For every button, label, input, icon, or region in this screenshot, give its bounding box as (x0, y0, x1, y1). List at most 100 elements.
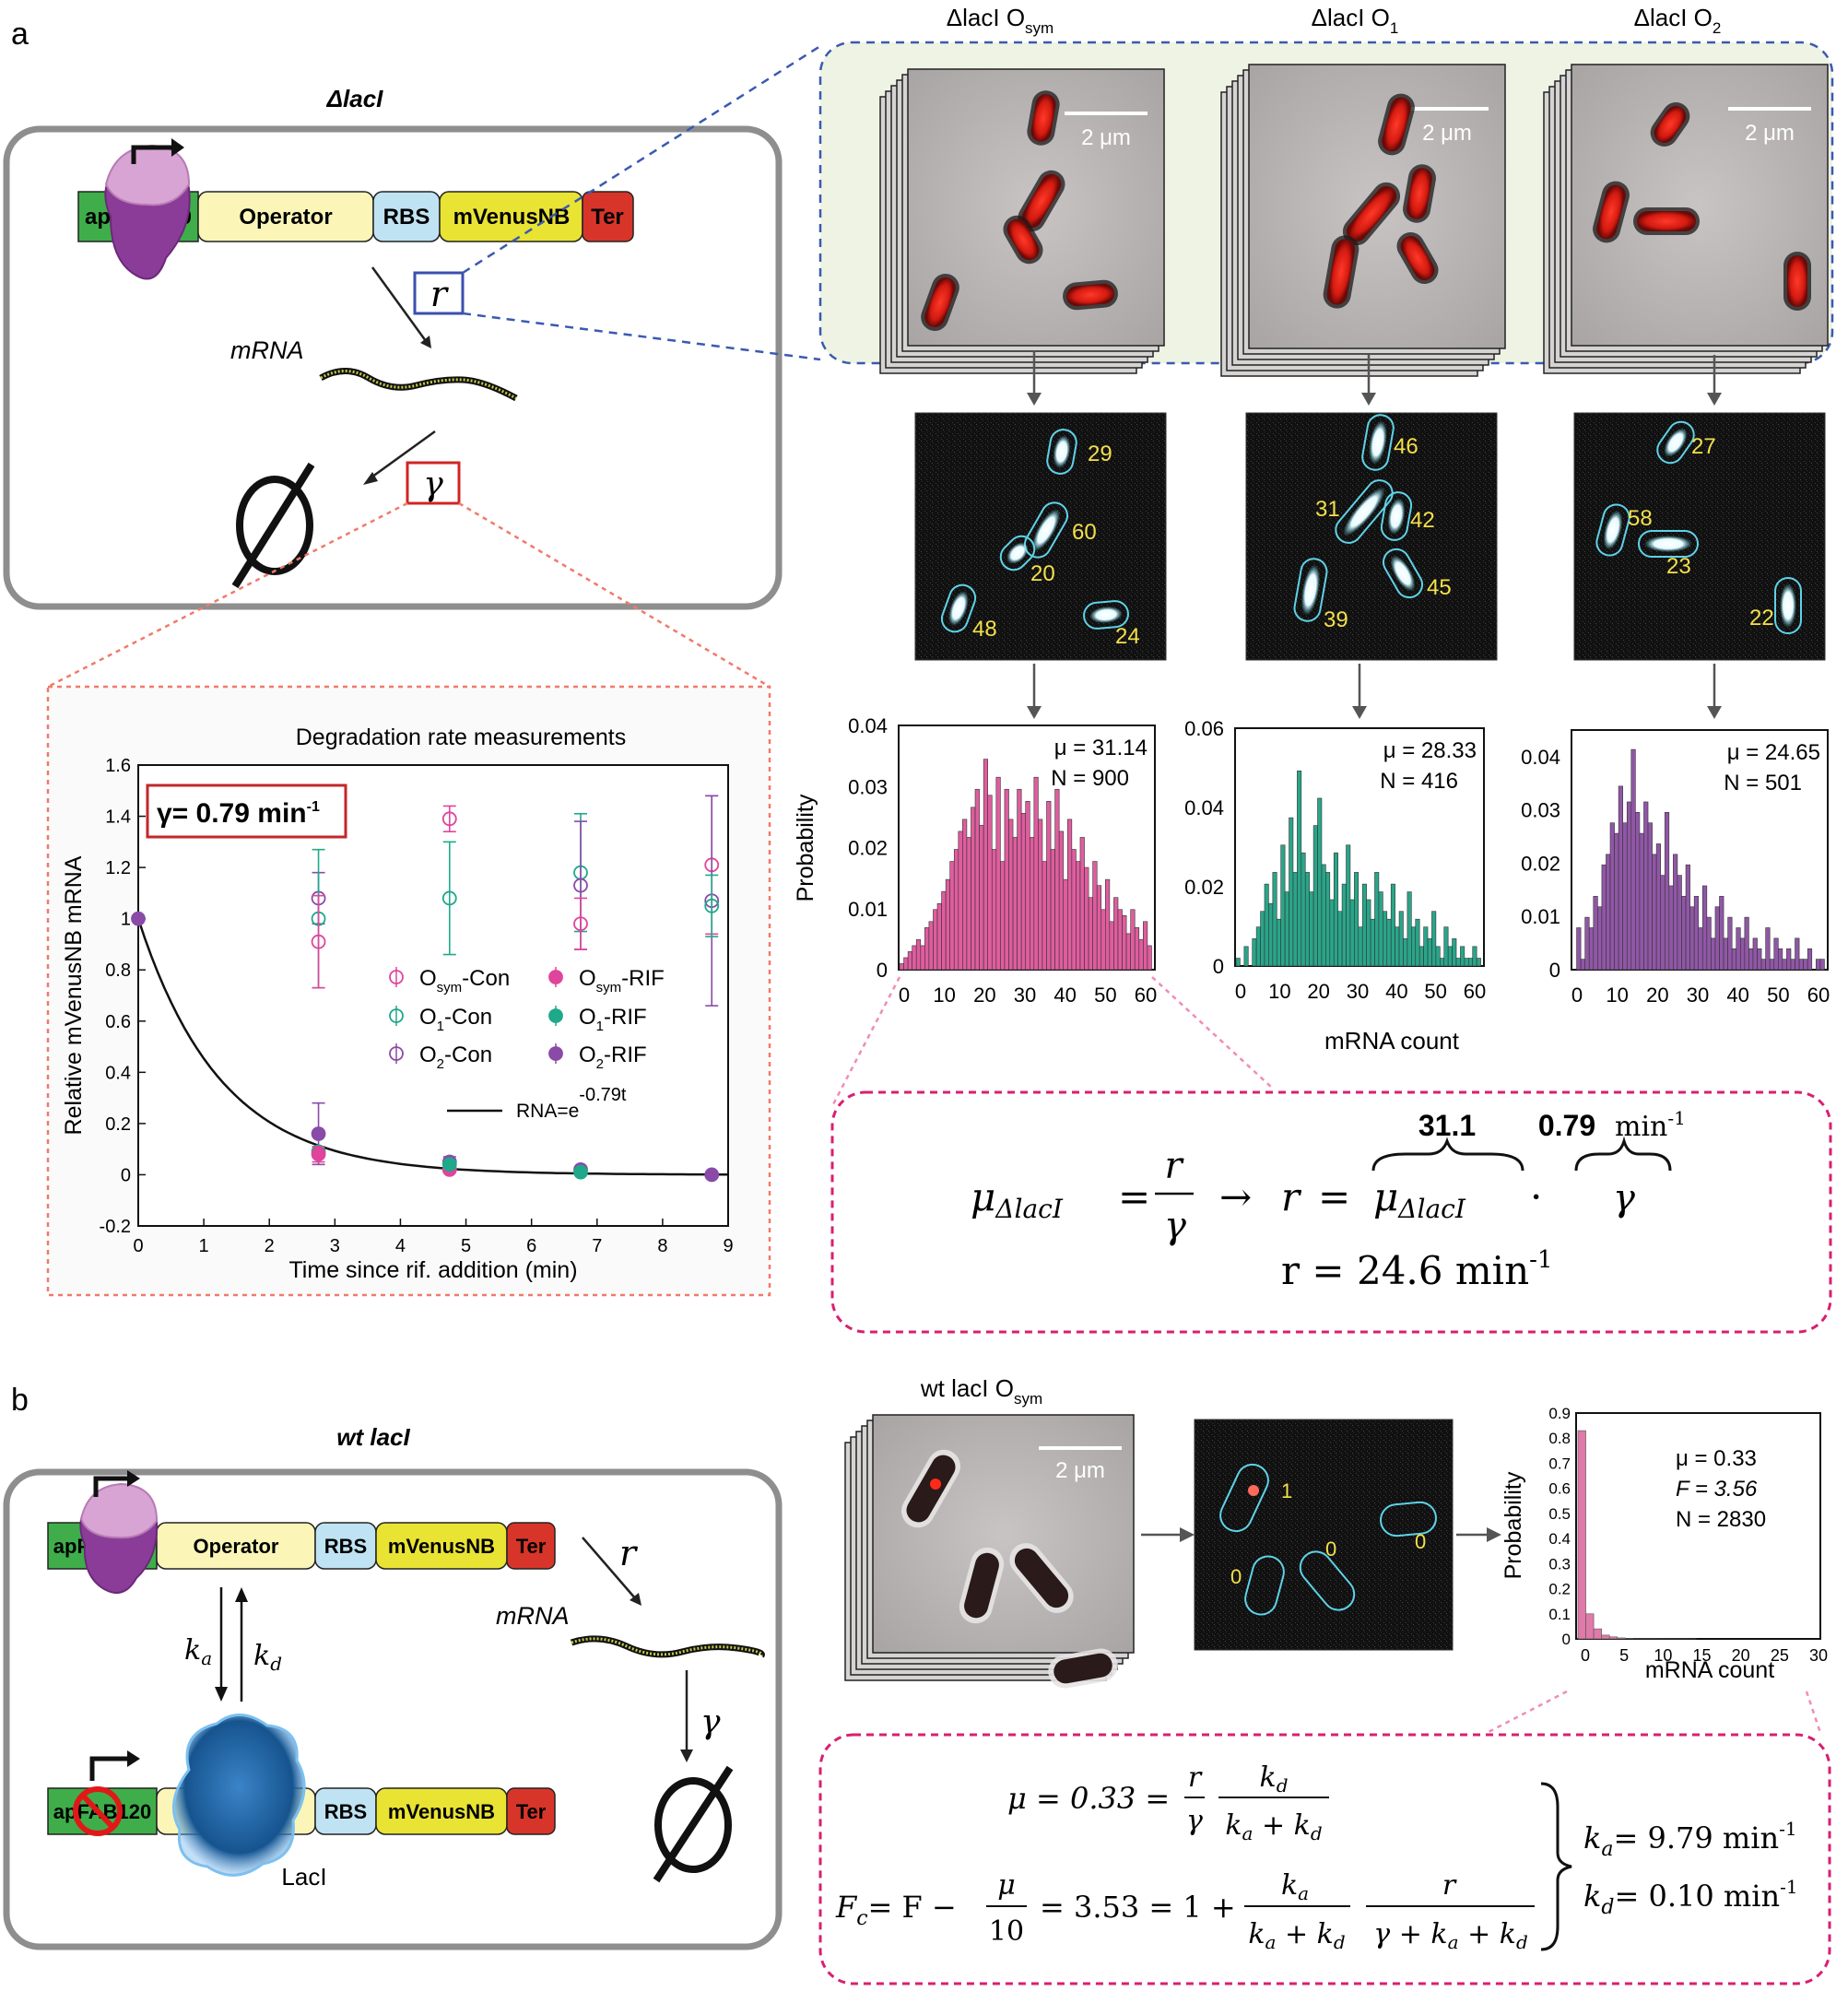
data-point (573, 878, 588, 893)
hist-b-ylabel: Probability (1501, 1471, 1526, 1579)
blocked-icon (73, 1786, 123, 1836)
brace-gamma (1574, 1136, 1672, 1172)
hist-x-tick: 40 (1385, 980, 1407, 1003)
histogram-bar (1058, 831, 1065, 971)
histogram-bar (1329, 899, 1335, 967)
histogram-bar (1597, 906, 1603, 971)
svg-text:r: r (1188, 1761, 1203, 1794)
histogram-bar (1635, 812, 1641, 971)
flow-arrows (1027, 350, 1722, 719)
rate-r-label-b: r (619, 1533, 639, 1573)
histogram-bar (1292, 872, 1298, 967)
bacterium-cell (1650, 101, 1690, 147)
svg-text:= 3.53 = 1 +: = 3.53 = 1 + (1040, 1890, 1236, 1925)
histogram-bar (971, 807, 976, 971)
hist-x-tick: 20 (973, 984, 995, 1007)
histogram-bar (1017, 788, 1022, 971)
strain-label-osym: ΔlacI Osym (947, 4, 1053, 37)
histogram-bar (915, 939, 922, 971)
histogram-bar (1370, 918, 1375, 967)
histogram-bar (907, 951, 912, 971)
histogram-bar (1054, 788, 1060, 971)
x-axis-label: Time since rif. addition (min) (288, 1257, 577, 1283)
cell-title-wtlaci: wt lacI (336, 1423, 410, 1451)
y-tick-label: -0.2 (100, 1217, 131, 1237)
data-point (704, 1167, 720, 1183)
cell-count-label: 39 (1324, 607, 1348, 632)
histogram-bar (1113, 897, 1119, 971)
hist-x-tick: 40 (1726, 984, 1748, 1007)
hist-y-tick: 0.01 (848, 898, 888, 921)
histogram-bar (1264, 883, 1269, 967)
histogram-bar (1346, 844, 1351, 967)
histogram-bar (1773, 937, 1779, 971)
hist-x-tick: 10 (1606, 984, 1628, 1007)
transcription-arrow (371, 266, 428, 342)
mrna-strand-icon-b (570, 1635, 765, 1658)
svg-text:min-1: min-1 (1615, 1107, 1686, 1143)
svg-text:=: = (1318, 1174, 1350, 1219)
bacterium-cell (921, 274, 959, 331)
data-point (311, 1126, 326, 1141)
hist-y-tick: 0.04 (848, 714, 888, 737)
hist-count: N = 900 (1051, 766, 1129, 791)
hist-y-tick: 0.01 (1521, 905, 1560, 928)
hist-x-tick: 10 (933, 984, 955, 1007)
histogram-bar (1447, 946, 1453, 967)
bacterium-cell (1633, 207, 1700, 235)
cell-outline-b (3, 1468, 783, 1950)
scale-bar-label: 2 μm (1081, 125, 1131, 150)
histogram-bar (1046, 800, 1052, 971)
histogram-bar (1272, 872, 1277, 967)
y-tick-label: 0.4 (105, 1063, 131, 1083)
legend-marker (389, 1008, 404, 1023)
promoter-arrow-icon (131, 145, 173, 164)
hist-x-tick: 20 (1307, 980, 1329, 1003)
svg-text:·: · (1530, 1174, 1542, 1219)
hist-y-tick: 0 (877, 959, 888, 982)
data-point (441, 890, 457, 906)
rate-gamma-label: γ (423, 465, 443, 503)
brace-mu (1371, 1137, 1524, 1172)
phase-image-b (872, 1414, 1135, 1654)
histogram-bar (1143, 921, 1148, 971)
legend-marker (548, 1046, 563, 1061)
svg-text:r: r (1164, 1145, 1184, 1187)
data-point (131, 911, 146, 926)
panel-b-cell-diagram: wt lacI apFAB120 Operator RBS mVenusNB T… (3, 1423, 783, 1950)
segmented-cell (1335, 479, 1394, 544)
degraded-null-icon-b (654, 1777, 732, 1873)
panel-b-letter: b (11, 1383, 29, 1418)
histogram-bar (1711, 937, 1716, 971)
data-point (311, 1147, 326, 1162)
segmented-cell-b (1219, 1463, 1269, 1533)
histogram-bar (1673, 854, 1678, 971)
histogram-bar (1719, 896, 1724, 971)
data-point (441, 1157, 457, 1172)
histogram-bar (1723, 937, 1728, 971)
cell-count-label: 42 (1410, 508, 1435, 533)
histogram-bar (1689, 906, 1695, 971)
histogram-bar (979, 825, 984, 971)
histogram-bar (1588, 927, 1595, 971)
mu-equation: μ = 0.33 = (1007, 1781, 1170, 1816)
bacterium-cell (1342, 182, 1401, 246)
hist-xlabel: mRNA count (1324, 1027, 1460, 1054)
histogram-bar (1029, 837, 1035, 971)
histogram-bar (1472, 946, 1477, 967)
histogram-bar (1681, 896, 1687, 971)
hist-x-tick: 0 (899, 984, 910, 1007)
histogram-bar (949, 861, 955, 971)
hist-y-tick: 0.03 (1521, 799, 1560, 822)
x-tick-label: 5 (461, 1236, 471, 1256)
gamma-box (406, 461, 461, 505)
segmented-cell (1774, 577, 1802, 634)
x-tick-label: 0 (133, 1236, 143, 1256)
histogram-bar (1757, 948, 1762, 971)
hist-b-x-tick: 25 (1771, 1646, 1789, 1665)
hist-x-tick: 40 (1053, 984, 1076, 1007)
fit-curve (136, 918, 728, 1176)
hist-b-y-tick: 0.2 (1548, 1581, 1571, 1598)
panel-a-cell-diagram: ΔlacI apFAB120 Operator RBS mVenusNB Ter… (3, 85, 783, 610)
rate-gamma-label-b: γ (700, 1703, 721, 1741)
